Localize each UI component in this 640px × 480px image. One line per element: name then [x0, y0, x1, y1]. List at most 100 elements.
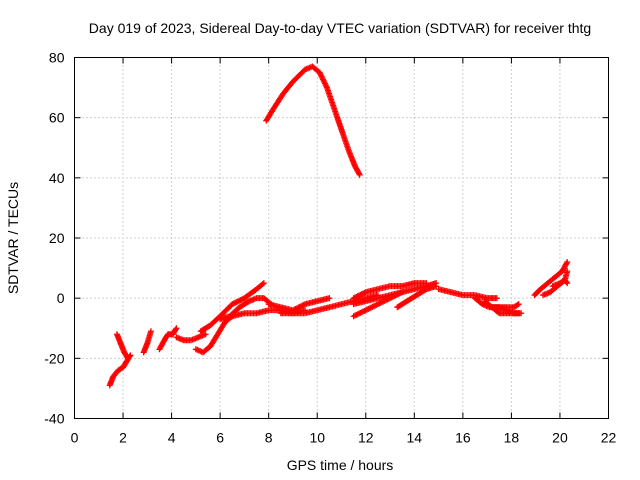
data-point — [364, 306, 371, 313]
series-arc-21 — [531, 259, 571, 299]
data-point — [299, 302, 306, 309]
data-point — [372, 302, 379, 309]
data-point — [564, 268, 571, 275]
data-point — [233, 299, 240, 306]
data-point — [360, 290, 367, 297]
data-point — [356, 310, 363, 317]
data-point — [357, 291, 364, 298]
data-point — [237, 297, 244, 304]
data-point — [229, 301, 236, 308]
x-tick-label: 4 — [168, 430, 176, 446]
data-point — [358, 291, 365, 298]
x-tick-label: 2 — [119, 430, 127, 446]
data-point — [365, 305, 372, 312]
series-arc-12 — [277, 292, 381, 317]
y-tick-label: -20 — [44, 350, 64, 366]
data-point — [370, 303, 377, 310]
x-tick-label: 16 — [455, 430, 471, 446]
data-point — [518, 310, 525, 317]
data-point — [300, 301, 307, 308]
data-point — [295, 304, 302, 311]
data-point — [350, 313, 357, 320]
data-point — [373, 301, 380, 308]
data-point — [377, 299, 384, 306]
x-tick-label: 20 — [552, 430, 568, 446]
data-point — [493, 295, 500, 302]
x-tick-label: 18 — [504, 430, 520, 446]
data-point — [361, 289, 368, 296]
data-point — [564, 280, 571, 287]
y-tick-label: 40 — [49, 170, 65, 186]
data-point — [124, 354, 131, 361]
series-arc-17 — [435, 286, 500, 302]
data-point — [358, 309, 365, 316]
data-point — [495, 309, 502, 316]
data-point — [202, 331, 209, 338]
x-tick-labels: 0 2 4 6 8 10 12 14 16 18 20 22 — [71, 430, 617, 446]
data-point — [563, 260, 570, 267]
data-point — [353, 293, 360, 300]
y-axis-label: SDTVAR / TECUs — [5, 182, 21, 294]
data-marks — [106, 63, 571, 389]
data-point — [360, 308, 367, 315]
data-point — [374, 301, 381, 308]
data-point — [366, 305, 373, 312]
y-tick-label: 0 — [57, 290, 65, 306]
data-point — [231, 299, 238, 306]
data-point — [350, 295, 357, 302]
data-point — [564, 259, 571, 266]
chart-title: Day 019 of 2023, Sidereal Day-to-day VTE… — [89, 20, 591, 36]
data-point — [361, 307, 368, 314]
x-tick-label: 10 — [309, 430, 325, 446]
data-point — [173, 325, 180, 332]
y-tick-label: -40 — [44, 411, 64, 427]
y-tick-label: 80 — [49, 50, 65, 66]
data-point — [259, 281, 266, 288]
series-arc-5 — [173, 331, 209, 344]
data-point — [563, 279, 570, 286]
data-point — [369, 303, 376, 310]
data-point — [433, 283, 440, 290]
data-point — [298, 303, 305, 310]
series-arc-3 — [140, 328, 154, 356]
data-point — [514, 301, 521, 308]
grid — [74, 57, 609, 419]
x-tick-label: 8 — [265, 430, 273, 446]
data-point — [378, 299, 385, 306]
data-point — [124, 355, 131, 362]
data-point — [296, 303, 303, 310]
data-point — [326, 295, 333, 302]
data-point — [380, 298, 387, 305]
data-point — [354, 311, 361, 318]
data-point — [230, 300, 237, 307]
series-arc-10 — [263, 63, 363, 178]
x-tick-label: 12 — [358, 430, 374, 446]
data-point — [238, 296, 245, 303]
data-point — [236, 297, 243, 304]
data-point — [351, 294, 358, 301]
x-tick-label: 14 — [407, 430, 423, 446]
data-point — [357, 309, 364, 316]
data-point — [354, 293, 361, 300]
data-point — [381, 297, 388, 304]
data-point — [368, 304, 375, 311]
data-point — [172, 326, 179, 333]
series-arc-2 — [113, 331, 131, 362]
data-point — [362, 307, 369, 314]
data-point — [234, 298, 241, 305]
data-point — [294, 305, 300, 312]
data-point — [147, 328, 154, 335]
series-arc-15 — [350, 280, 440, 308]
y-tick-label: 60 — [49, 110, 65, 126]
y-tick-labels: -40 -20 0 20 40 60 80 — [44, 50, 64, 427]
series-arc-7 — [197, 280, 267, 335]
x-axis-label: GPS time / hours — [287, 457, 394, 473]
x-tick-label: 22 — [601, 430, 617, 446]
y-tick-label: 20 — [49, 230, 65, 246]
series-arc-20 — [488, 304, 525, 317]
plot-frame — [74, 57, 609, 419]
data-point — [356, 170, 363, 177]
data-point — [376, 300, 383, 307]
x-tick-label: 0 — [71, 430, 79, 446]
series-arc-4 — [156, 325, 180, 353]
